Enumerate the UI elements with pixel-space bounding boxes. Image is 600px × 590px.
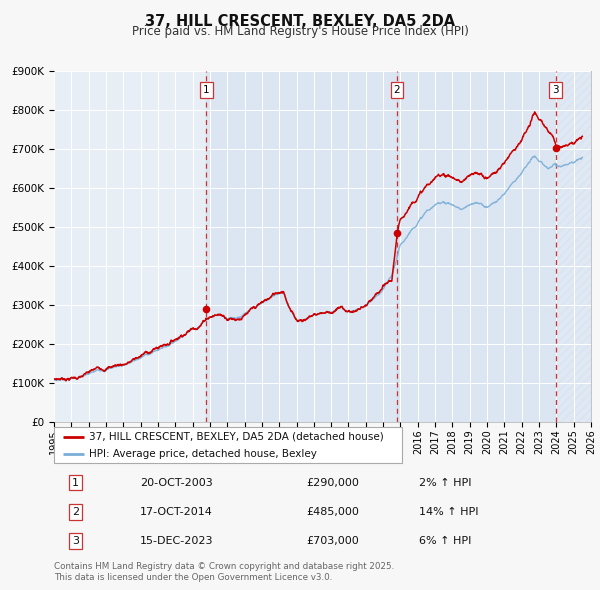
Text: 37, HILL CRESCENT, BEXLEY, DA5 2DA: 37, HILL CRESCENT, BEXLEY, DA5 2DA [145, 14, 455, 30]
Text: Price paid vs. HM Land Registry's House Price Index (HPI): Price paid vs. HM Land Registry's House … [131, 25, 469, 38]
Text: 37, HILL CRESCENT, BEXLEY, DA5 2DA (detached house): 37, HILL CRESCENT, BEXLEY, DA5 2DA (deta… [89, 432, 383, 442]
Bar [556, 71, 591, 422]
Text: 3: 3 [72, 536, 79, 546]
Text: 6% ↑ HPI: 6% ↑ HPI [419, 536, 472, 546]
Text: 20-OCT-2003: 20-OCT-2003 [140, 477, 212, 487]
Text: 1: 1 [72, 477, 79, 487]
Text: 2: 2 [394, 85, 400, 94]
Text: £290,000: £290,000 [307, 477, 359, 487]
Text: HPI: Average price, detached house, Bexley: HPI: Average price, detached house, Bexl… [89, 449, 317, 459]
Bar [397, 71, 556, 422]
Text: 2% ↑ HPI: 2% ↑ HPI [419, 477, 472, 487]
Text: 15-DEC-2023: 15-DEC-2023 [140, 536, 214, 546]
Text: 14% ↑ HPI: 14% ↑ HPI [419, 507, 479, 517]
Text: £485,000: £485,000 [307, 507, 359, 517]
Text: Contains HM Land Registry data © Crown copyright and database right 2025.
This d: Contains HM Land Registry data © Crown c… [54, 562, 394, 582]
Text: 1: 1 [203, 85, 210, 94]
Bar [206, 71, 397, 422]
Text: £703,000: £703,000 [307, 536, 359, 546]
Text: 17-OCT-2014: 17-OCT-2014 [140, 507, 213, 517]
Text: 2: 2 [72, 507, 79, 517]
Text: 3: 3 [553, 85, 559, 94]
